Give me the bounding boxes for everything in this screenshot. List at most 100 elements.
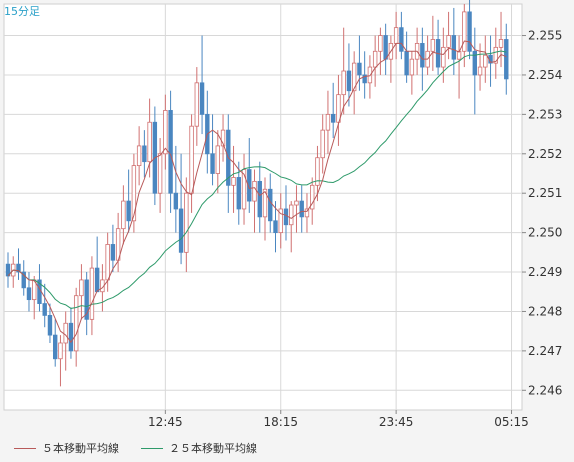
- candle: [299, 185, 304, 233]
- candle: [121, 185, 126, 245]
- candle: [53, 319, 58, 367]
- candle: [294, 185, 299, 233]
- candle: [136, 126, 142, 186]
- x-axis: 12:45 18:15 23:45 05:15: [148, 410, 529, 429]
- candle: [493, 27, 498, 79]
- legend-item-ma25: ２５本移動平均線: [141, 440, 257, 456]
- candle-body: [289, 204, 294, 226]
- candle: [26, 272, 32, 312]
- candle-body: [330, 113, 336, 123]
- y-tick-label: 2.248: [528, 304, 562, 318]
- candle: [21, 260, 26, 296]
- candle: [142, 130, 147, 178]
- y-tick-label: 2.255: [528, 29, 562, 43]
- candle: [68, 307, 74, 359]
- grid-layer: [4, 4, 522, 410]
- candle-body: [320, 129, 325, 159]
- candle: [257, 161, 262, 233]
- candle-body: [73, 295, 79, 352]
- candle-body: [268, 188, 273, 222]
- candle-body: [89, 267, 95, 320]
- candle-body: [236, 177, 241, 210]
- candle: [210, 114, 215, 186]
- candle: [467, 0, 472, 60]
- candle-body: [357, 62, 362, 76]
- ma5-line: [7, 40, 507, 344]
- legend-item-ma5: ５本移動平均線: [14, 440, 119, 456]
- legend-label-ma5: ５本移動平均線: [42, 442, 119, 455]
- candle: [157, 138, 163, 213]
- candle-body: [446, 35, 451, 48]
- candle: [325, 90, 331, 154]
- candle: [504, 23, 509, 95]
- chart-legend: ５本移動平均線 ２５本移動平均線: [14, 440, 279, 456]
- candle: [430, 15, 436, 72]
- candle-body: [189, 125, 194, 194]
- candle-body: [63, 322, 68, 344]
- candle: [446, 11, 451, 60]
- candle: [126, 169, 131, 233]
- candle: [289, 201, 294, 253]
- candle: [16, 248, 21, 280]
- candle: [341, 27, 346, 115]
- candle-body: [184, 192, 189, 253]
- candle: [241, 153, 247, 225]
- x-tick-label: 05:15: [494, 415, 529, 429]
- candle-body: [105, 244, 110, 281]
- candle-body: [131, 165, 137, 222]
- candle: [310, 177, 315, 225]
- candle: [84, 272, 89, 336]
- candle: [79, 264, 84, 320]
- candle-body: [341, 70, 346, 96]
- candle: [472, 27, 478, 115]
- candle: [184, 177, 189, 273]
- candle: [268, 173, 273, 233]
- candle: [194, 67, 200, 146]
- y-tick-label: 2.252: [528, 147, 562, 161]
- candle-body: [210, 153, 215, 174]
- candle: [399, 11, 404, 60]
- candle: [409, 51, 415, 95]
- candle-body: [147, 121, 152, 163]
- x-tick-label: 23:45: [379, 415, 414, 429]
- candle-body: [173, 192, 179, 210]
- candle-body: [472, 50, 478, 76]
- candle-body: [462, 11, 467, 52]
- candle-body: [157, 153, 163, 194]
- candle-body: [194, 82, 200, 127]
- x-tick-label: 18:15: [263, 415, 298, 429]
- candle-body: [294, 200, 299, 206]
- candle-body: [163, 110, 168, 155]
- candle-body: [378, 35, 383, 52]
- candle-body: [178, 208, 184, 253]
- candle-body: [257, 180, 262, 218]
- candle: [163, 94, 168, 170]
- candle-body: [142, 145, 147, 163]
- candle-body: [53, 334, 58, 360]
- candle-body: [441, 46, 446, 68]
- candle: [173, 145, 179, 233]
- candle-body: [247, 169, 252, 202]
- timeframe-label: 15分足: [4, 5, 40, 18]
- candle: [73, 287, 79, 367]
- candle: [42, 283, 47, 328]
- candle-body: [16, 263, 21, 273]
- y-tick-label: 2.254: [528, 68, 562, 82]
- candle-body: [110, 244, 116, 261]
- y-tick-label: 2.253: [528, 107, 562, 121]
- candle-body: [283, 208, 289, 226]
- candle: [58, 335, 63, 387]
- candle-body: [310, 184, 315, 210]
- candle: [330, 82, 336, 139]
- candle-body: [372, 50, 378, 68]
- candle-body: [273, 220, 278, 234]
- candle-body: [351, 62, 357, 92]
- y-tick-label: 2.249: [528, 265, 562, 279]
- candle-body: [362, 74, 367, 84]
- candle: [320, 114, 325, 174]
- candle: [362, 51, 367, 99]
- candle: [304, 193, 310, 233]
- candle: [278, 193, 283, 249]
- candle-body: [451, 35, 457, 60]
